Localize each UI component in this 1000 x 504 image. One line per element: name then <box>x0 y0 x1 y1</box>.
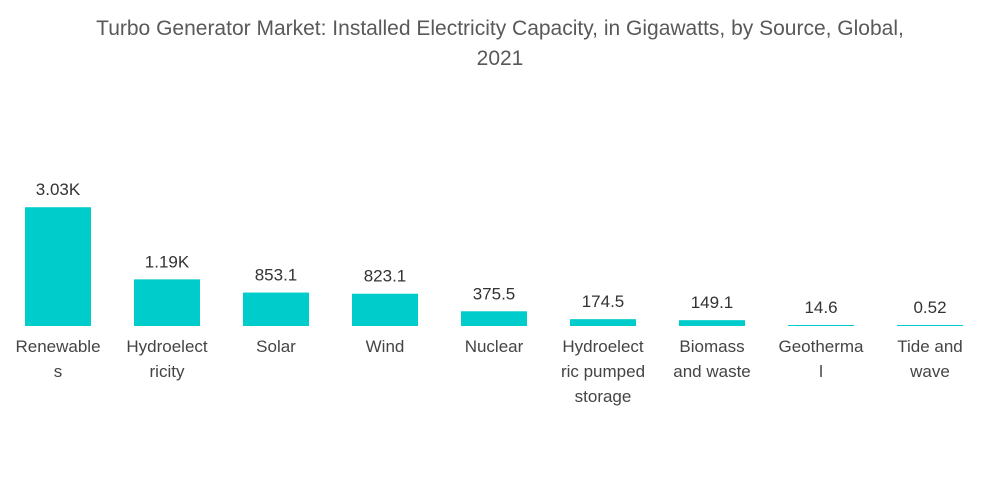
bar-4 <box>461 311 527 326</box>
value-label-2: 853.1 <box>255 266 298 285</box>
bar-7 <box>788 325 854 326</box>
category-label-1: Hydroelect ricity <box>126 337 208 381</box>
chart-title-line-2: 2021 <box>476 47 524 70</box>
category-label-7: Geotherma l <box>778 337 864 381</box>
value-label-1: 1.19K <box>145 252 190 271</box>
bar-5 <box>570 319 636 326</box>
category-label-3: Wind <box>366 337 405 356</box>
value-label-0: 3.03K <box>36 180 81 199</box>
bar-8 <box>897 325 963 326</box>
value-label-6: 149.1 <box>691 293 734 312</box>
category-label-8: Tide and wave <box>897 337 963 381</box>
category-label-4: Nuclear <box>465 337 524 356</box>
value-label-8: 0.52 <box>913 298 946 317</box>
category-label-0: Renewable s <box>15 337 100 381</box>
category-label-5: Hydroelect ric pumped storage <box>561 337 645 406</box>
value-label-7: 14.6 <box>804 298 837 317</box>
category-label-6: Biomass and waste <box>673 337 751 381</box>
bar-6 <box>679 320 745 326</box>
value-label-4: 375.5 <box>473 284 516 303</box>
bar-3 <box>352 293 418 326</box>
chart-title: Turbo Generator Market: Installed Electr… <box>0 14 1000 74</box>
value-label-5: 174.5 <box>582 292 625 311</box>
bar-2 <box>243 292 309 326</box>
bar-0 <box>25 207 91 326</box>
bar-1 <box>134 279 200 326</box>
value-label-3: 823.1 <box>364 267 407 286</box>
chart-title-line-1: Turbo Generator Market: Installed Electr… <box>96 17 904 40</box>
category-label-2: Solar <box>256 337 296 356</box>
